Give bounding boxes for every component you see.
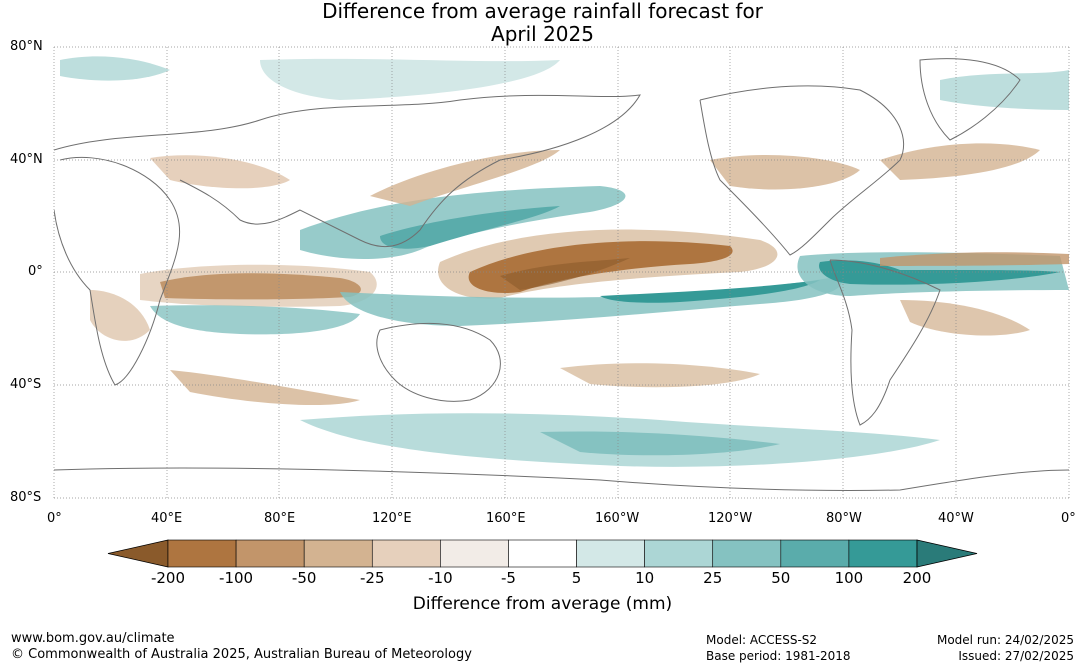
- footer-base-period: Base period: 1981-2018: [706, 649, 851, 663]
- lon-label-40w: 40°W: [938, 511, 974, 526]
- footer-website: www.bom.gov.au/climate: [11, 631, 175, 646]
- dry-patch-asia: [150, 155, 290, 189]
- wet-band-southern-core: [540, 431, 780, 456]
- colorbar-tick-label: -25: [360, 569, 385, 587]
- map-title: Difference from average rainfall forecas…: [0, 0, 1085, 46]
- colorbar-bin-0: [167, 539, 237, 568]
- colorbar-bin-3: [371, 539, 441, 568]
- lat-label-0: 0°: [28, 264, 43, 279]
- dry-patch-northatl: [880, 143, 1040, 180]
- wet-band-arctic-2: [940, 70, 1069, 110]
- colorbar-bin-10: [848, 539, 918, 568]
- colorbar-tick-label: -5: [500, 569, 516, 587]
- colorbar-bin-7: [644, 539, 714, 568]
- rainfall-map: [53, 46, 1070, 499]
- lon-label-120e: 120°E: [372, 511, 412, 526]
- coast-eurasia: [54, 94, 641, 248]
- lon-label-0-right: 0°: [1061, 511, 1076, 526]
- colorbar-tick-label: 200: [902, 569, 932, 587]
- lon-label-120w: 120°W: [708, 511, 753, 526]
- colorbar-tick-label: 50: [771, 569, 791, 587]
- anomaly-fields: [60, 56, 1069, 467]
- colorbar-bin-8: [712, 539, 782, 568]
- title-line-2: April 2025: [491, 22, 594, 46]
- colorbar-tick-label: 100: [834, 569, 864, 587]
- lat-label-80n: 80°N: [10, 39, 43, 54]
- lon-label-160e: 160°E: [486, 511, 526, 526]
- lon-label-160w: 160°W: [595, 511, 640, 526]
- colorbar-title: Difference from average (mm): [412, 594, 673, 614]
- footer-model-run: Model run: 24/02/2025: [936, 633, 1074, 647]
- colorbar-bin-5: [508, 539, 577, 568]
- colorbar-tick-label: 10: [635, 569, 655, 587]
- coast-greenland: [919, 58, 1021, 141]
- footer-issued: Issued: 27/02/2025: [958, 649, 1074, 663]
- colorbar-tick-label: -10: [428, 569, 453, 587]
- wet-band-south-indian: [150, 305, 360, 335]
- dry-patch-southpac: [560, 363, 760, 388]
- dry-patch-northpac: [370, 150, 560, 206]
- wet-core-westpac: [380, 206, 560, 249]
- dry-patch-africa: [90, 290, 150, 341]
- colorbar-arrow-low: [107, 539, 169, 568]
- wet-band-arctic-3: [60, 56, 170, 81]
- coast-africa: [54, 156, 181, 386]
- colorbar-bin-2: [303, 539, 373, 568]
- colorbar-tick-label: -50: [291, 569, 317, 587]
- colorbar: [107, 539, 978, 568]
- dry-patch-namerica: [710, 155, 860, 190]
- colorbar-arrow-high: [916, 539, 978, 568]
- colorbar-bin-6: [576, 539, 645, 568]
- colorbar-bin-9: [780, 539, 850, 568]
- lon-label-0-left: 0°: [47, 511, 62, 526]
- footer-copyright: © Commonwealth of Australia 2025, Austra…: [11, 647, 472, 662]
- title-line-1: Difference from average rainfall forecas…: [322, 0, 763, 23]
- colorbar-tick-label: 5: [571, 569, 582, 587]
- coast-australia: [376, 323, 501, 402]
- colorbar-tick-label: -200: [150, 569, 186, 587]
- dry-band-indian-halo: [140, 264, 377, 307]
- dry-patch-south-indian: [170, 370, 360, 406]
- coast-south-america: [829, 259, 941, 426]
- gridlines: [53, 46, 1070, 499]
- lat-label-40n: 40°N: [10, 152, 43, 167]
- colorbar-bin-4: [440, 539, 509, 568]
- colorbar-bin-1: [235, 539, 305, 568]
- lat-label-80s: 80°S: [10, 490, 42, 505]
- wet-band-arctic: [260, 58, 560, 100]
- lon-label-80w: 80°W: [826, 511, 862, 526]
- wet-core-southpac: [600, 280, 820, 303]
- colorbar-tick-label: -100: [219, 569, 254, 587]
- dry-strip-atlantic: [880, 252, 1069, 266]
- coastlines: [54, 58, 1069, 492]
- coast-antarctica: [54, 467, 1069, 492]
- coast-north-america: [699, 85, 905, 256]
- colorbar-tick-label: 25: [703, 569, 723, 587]
- wet-band-southpac: [340, 276, 842, 326]
- dry-core-pacific: [500, 258, 630, 290]
- lon-label-80e: 80°E: [264, 511, 296, 526]
- lon-label-40e: 40°E: [151, 511, 183, 526]
- lat-label-40s: 40°S: [10, 377, 42, 392]
- footer-model: Model: ACCESS-S2: [706, 633, 818, 647]
